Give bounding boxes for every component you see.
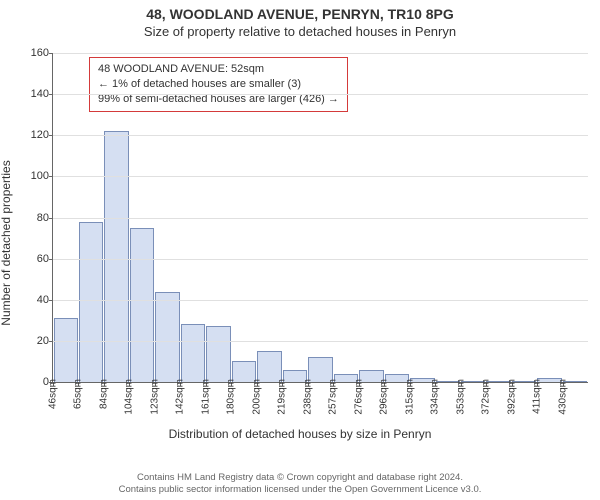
x-tick-label: 142sqm [175,379,186,415]
x-tick-label: 46sqm [48,379,59,409]
y-tick-mark [49,341,53,342]
footer-credits: Contains HM Land Registry data © Crown c… [0,472,600,496]
gridline [53,259,588,260]
x-tick-label: 104sqm [124,379,135,415]
y-tick-label: 160 [19,47,49,59]
y-tick-label: 0 [19,376,49,388]
gridline [53,176,588,177]
x-tick-label: 353sqm [455,379,466,415]
x-tick-label: 238sqm [302,379,313,415]
y-tick-label: 140 [19,88,49,100]
y-tick-mark [49,135,53,136]
gridline [53,94,588,95]
x-tick-label: 315sqm [404,379,415,415]
x-tick-label: 334sqm [430,379,441,415]
chart-title: 48, WOODLAND AVENUE, PENRYN, TR10 8PG [0,0,600,22]
y-tick-mark [49,218,53,219]
y-tick-label: 60 [19,253,49,265]
gridline [53,135,588,136]
chart-area: Number of detached properties 48 WOODLAN… [0,43,600,443]
chart-subtitle: Size of property relative to detached ho… [0,22,600,43]
x-tick-label: 161sqm [200,379,211,415]
y-tick-mark [49,259,53,260]
y-tick-mark [49,300,53,301]
x-tick-label: 430sqm [557,379,568,415]
gridline [53,300,588,301]
x-tick-label: 84sqm [98,379,109,409]
x-tick-label: 372sqm [481,379,492,415]
annotation-box: 48 WOODLAND AVENUE: 52sqm← 1% of detache… [89,57,348,112]
footer-line-1: Contains HM Land Registry data © Crown c… [0,472,600,484]
x-tick-label: 180sqm [226,379,237,415]
histogram-bar [257,351,281,382]
histogram-bar [155,292,179,382]
histogram-bar [79,222,103,382]
gridline [53,53,588,54]
histogram-bar [130,228,154,382]
y-tick-label: 100 [19,170,49,182]
x-tick-label: 392sqm [506,379,517,415]
y-axis-label: Number of detached properties [0,160,13,325]
y-tick-label: 80 [19,212,49,224]
x-tick-label: 123sqm [149,379,160,415]
y-tick-mark [49,176,53,177]
x-tick-label: 296sqm [379,379,390,415]
y-tick-label: 20 [19,335,49,347]
gridline [53,218,588,219]
x-tick-label: 257sqm [328,379,339,415]
y-tick-label: 40 [19,294,49,306]
y-tick-mark [49,94,53,95]
x-tick-label: 276sqm [353,379,364,415]
histogram-bar [181,324,205,382]
x-tick-label: 200sqm [251,379,262,415]
x-axis-label: Distribution of detached houses by size … [0,427,600,441]
footer-line-2: Contains public sector information licen… [0,484,600,496]
annotation-line: 48 WOODLAND AVENUE: 52sqm [98,62,339,77]
gridline [53,341,588,342]
plot-region: 48 WOODLAND AVENUE: 52sqm← 1% of detache… [52,53,588,383]
x-tick-label: 411sqm [532,379,543,414]
y-tick-label: 120 [19,129,49,141]
annotation-line: ← 1% of detached houses are smaller (3) [98,77,339,92]
histogram-bar [104,131,128,382]
x-tick-label: 65sqm [73,379,84,409]
x-tick-label: 219sqm [277,379,288,415]
y-tick-mark [49,53,53,54]
histogram-bar [54,318,78,382]
histogram-bar [206,326,230,382]
